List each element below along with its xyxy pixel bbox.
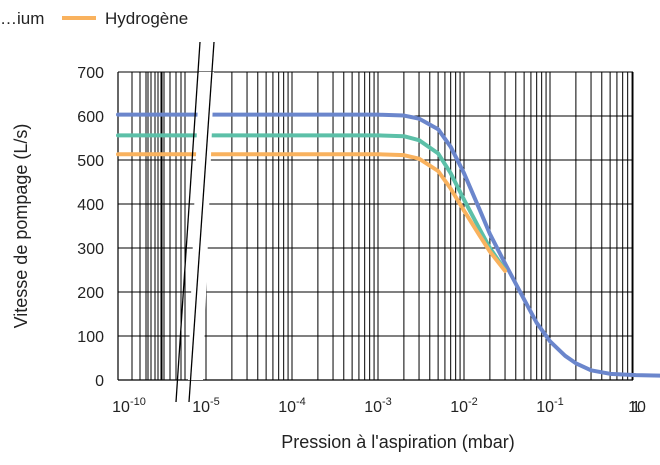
x-tick-label: 10-4 — [278, 396, 306, 416]
x-tick-label: 10-10 — [112, 396, 146, 416]
y-axis-label: Vitesse de pompage (L/s) — [11, 124, 31, 329]
x-tick-label: 10-2 — [450, 396, 478, 416]
y-tick-label: 400 — [77, 197, 104, 214]
legend-label: …ium — [0, 9, 44, 28]
y-tick-label: 300 — [77, 241, 104, 258]
legend-label: Hydrogène — [105, 9, 188, 28]
x-tick-label: 10 — [628, 399, 646, 416]
x-tick-label: 10-1 — [536, 396, 564, 416]
y-tick-label: 0 — [95, 373, 104, 390]
x-axis-label: Pression à l'aspiration (mbar) — [281, 432, 515, 452]
tick-labels: 0 100 200 300 400 500 600 700 10-10 10-5 10-4 10-3 1… — [77, 65, 646, 416]
y-tick-label: 600 — [77, 109, 104, 126]
y-tick-label: 200 — [77, 285, 104, 302]
x-tick-label: 10-5 — [192, 396, 220, 416]
y-tick-label: 700 — [77, 65, 104, 82]
y-tick-label: 100 — [77, 329, 104, 346]
y-tick-label: 500 — [77, 153, 104, 170]
legend: …ium Hydrogène — [0, 9, 188, 28]
x-tick-label: 10-3 — [364, 396, 392, 416]
axis-break — [176, 42, 214, 402]
